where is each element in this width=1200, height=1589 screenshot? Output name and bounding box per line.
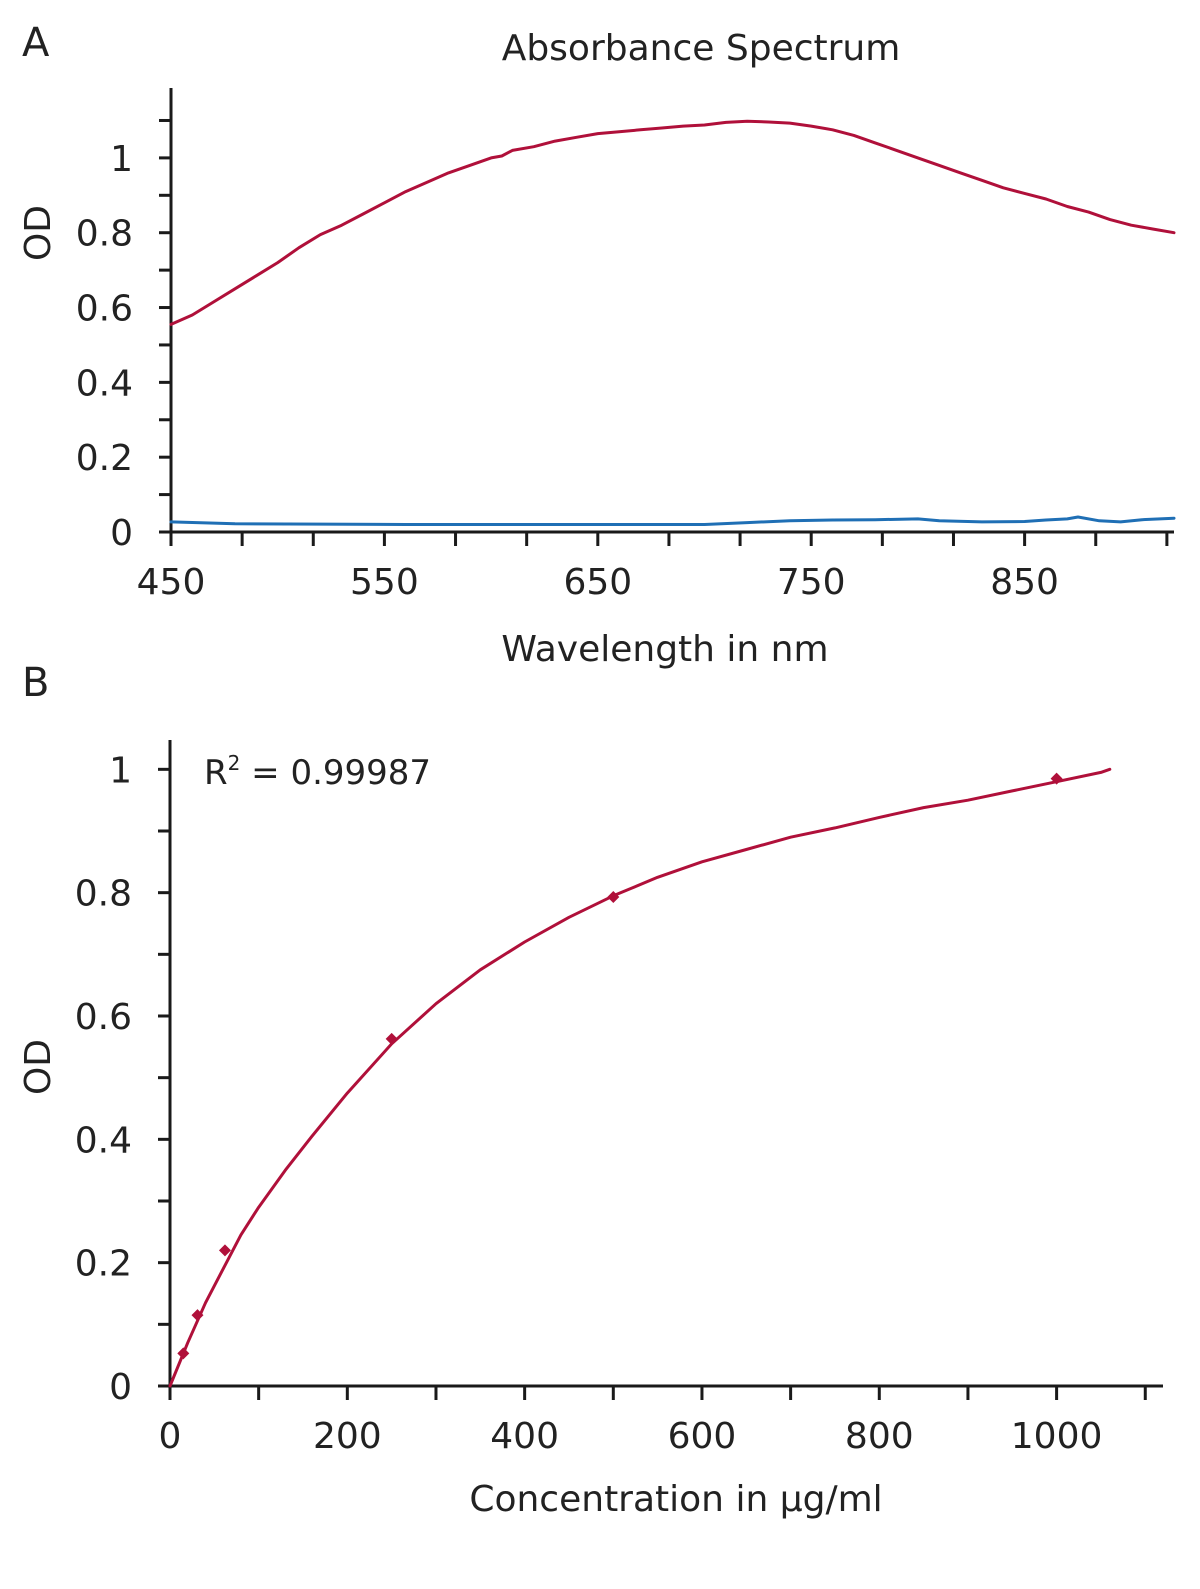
r-squared-annotation: R2 = 0.99987 [204, 751, 431, 793]
panel-a-x-tick-label: 650 [563, 562, 632, 603]
panel-a-y-axis-title: OD [18, 205, 59, 261]
r-squared-prefix: R [204, 753, 228, 793]
panel-a-y-tick-label: 0.2 [76, 438, 133, 479]
panel-a-y-ticks: 0 0.2 0.4 0.6 0.8 1 [76, 118, 171, 554]
panel-b-y-tick-label: 0.8 [75, 874, 132, 915]
panel-b-x-tick-label: 0 [159, 1416, 182, 1457]
panel-a-x-tick-label: 750 [777, 562, 846, 603]
panel-b-label: B [22, 660, 49, 706]
panel-b-data-point [218, 1244, 231, 1257]
panel-b-data-point [385, 1032, 398, 1045]
panel-b-data-point [191, 1309, 204, 1322]
r-squared-superscript: 2 [228, 751, 241, 775]
panel-b-y-tick-label: 1 [109, 750, 132, 791]
panel-a-x-tick-label: 550 [350, 562, 419, 603]
panel-a-label: A [22, 20, 50, 66]
panel-a-x-axis-title: Wavelength in nm [501, 629, 828, 670]
panel-b-y-axis-title: OD [18, 1039, 59, 1095]
panel-b-y-tick-label: 0.6 [75, 997, 132, 1038]
panel-b-data-point [177, 1347, 190, 1360]
panel-b-x-tick-label: 1000 [1011, 1416, 1103, 1457]
panel-a-title: Absorbance Spectrum [502, 28, 901, 69]
panel-a-y-tick-label: 0.6 [76, 289, 133, 330]
panel-b-x-tick-label: 600 [668, 1416, 737, 1457]
panel-a-y-tick-label: 0.8 [76, 214, 133, 255]
panel-b-y-ticks: 0 0.2 0.4 0.6 0.8 1 [75, 750, 170, 1408]
panel-a-series-line-2 [169, 515, 1176, 526]
panel-a-x-tick-label: 850 [990, 562, 1059, 603]
panel-a-y-tick-label: 1 [110, 139, 133, 180]
panel-a-x-ticks: 450 550 650 750 850 [137, 532, 1169, 603]
panel-b-x-tick-label: 200 [313, 1416, 382, 1457]
panel-b-data-point [1050, 772, 1063, 785]
panel-b-y-tick-label: 0.2 [75, 1244, 132, 1285]
panel-a-y-tick-label: 0.4 [76, 363, 133, 404]
panel-b-data-point [607, 890, 620, 903]
panel-b-y-tick-label: 0.4 [75, 1120, 132, 1161]
panel-b-series [168, 767, 1112, 1388]
panel-a-series [169, 119, 1176, 526]
panel-b: B OD Concentration in µg/ml R2 = 0.99987… [18, 660, 1163, 1520]
panel-b-x-ticks: 0 200 400 600 800 1000 [159, 1386, 1147, 1457]
panel-b-fit-curve [168, 767, 1112, 1388]
panel-a-y-tick-label: 0 [110, 513, 133, 554]
panel-b-x-tick-label: 800 [845, 1416, 914, 1457]
panel-a: A Absorbance Spectrum OD Wavelength in n… [18, 20, 1176, 670]
panel-b-x-tick-label: 400 [490, 1416, 559, 1457]
panel-a-series-line-1 [169, 119, 1176, 326]
panel-b-x-axis-title: Concentration in µg/ml [469, 1479, 882, 1520]
panel-a-x-tick-label: 450 [137, 562, 206, 603]
panel-b-y-tick-label: 0 [109, 1367, 132, 1408]
r-squared-value: = 0.99987 [240, 753, 431, 793]
